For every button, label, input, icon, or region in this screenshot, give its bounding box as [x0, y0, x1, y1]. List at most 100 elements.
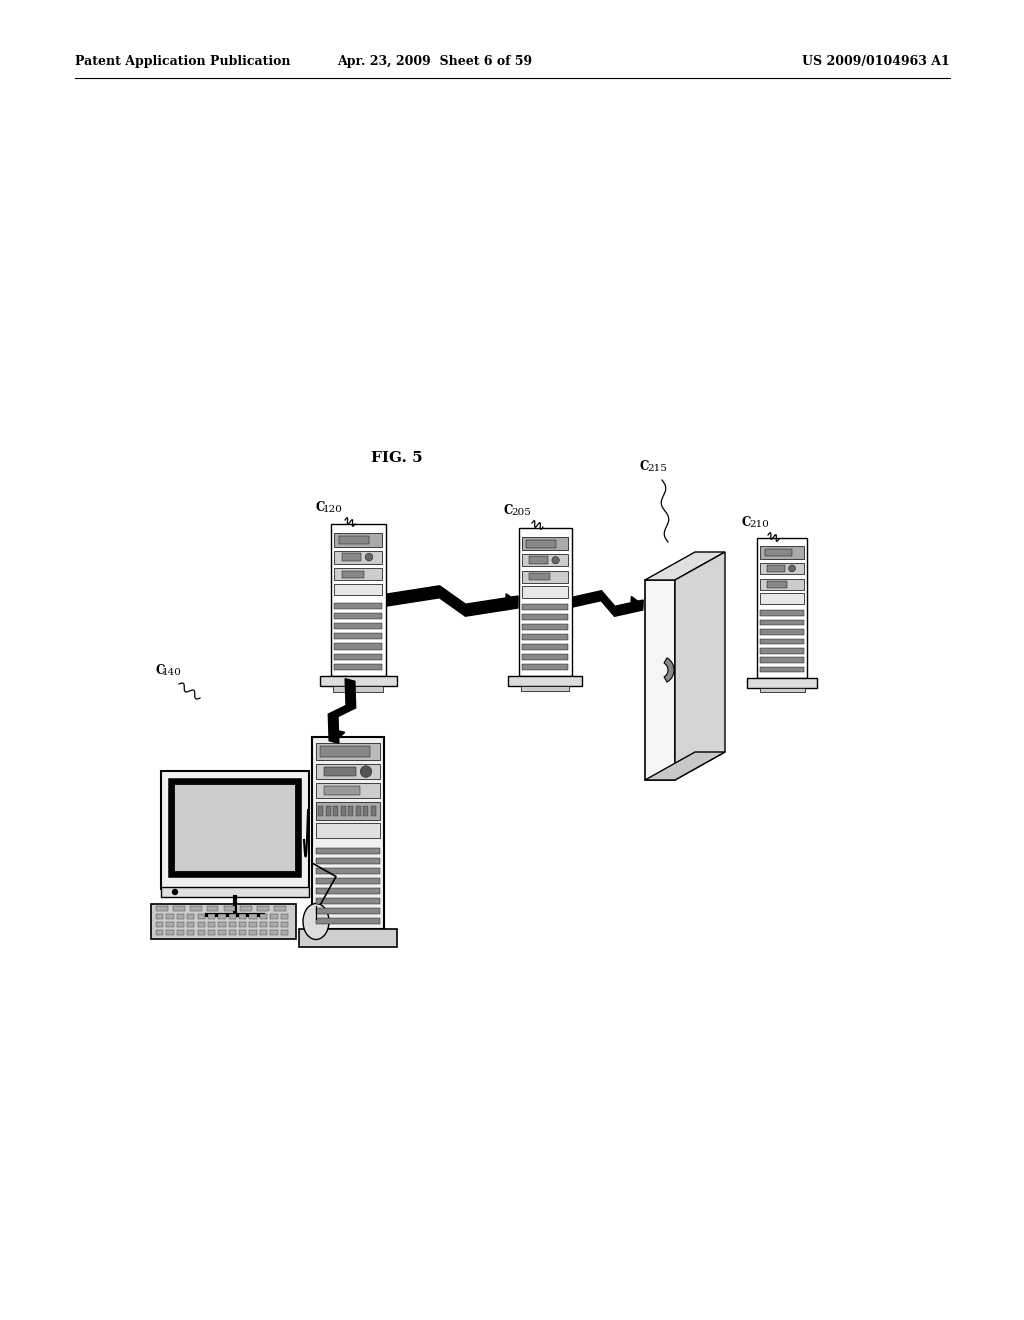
- Bar: [257, 906, 269, 911]
- Bar: [521, 644, 568, 651]
- Bar: [341, 553, 360, 561]
- Bar: [156, 929, 163, 935]
- Bar: [341, 805, 345, 816]
- Bar: [281, 913, 288, 919]
- Bar: [250, 921, 257, 927]
- Bar: [156, 921, 163, 927]
- Bar: [319, 746, 371, 756]
- Bar: [260, 929, 267, 935]
- Circle shape: [172, 890, 177, 895]
- Bar: [270, 913, 278, 919]
- Bar: [521, 664, 568, 671]
- Bar: [334, 568, 382, 581]
- Polygon shape: [645, 552, 725, 579]
- Bar: [334, 623, 382, 630]
- Bar: [228, 921, 236, 927]
- Text: C: C: [640, 459, 649, 473]
- Bar: [223, 906, 236, 911]
- Bar: [757, 539, 807, 678]
- Bar: [316, 743, 380, 760]
- Bar: [324, 787, 360, 796]
- Bar: [166, 929, 174, 935]
- Bar: [760, 667, 804, 672]
- Bar: [331, 524, 385, 676]
- Bar: [316, 764, 380, 779]
- Bar: [334, 583, 382, 595]
- Bar: [529, 557, 548, 564]
- Bar: [281, 929, 288, 935]
- Polygon shape: [329, 678, 355, 743]
- Bar: [760, 630, 804, 635]
- Bar: [521, 537, 568, 550]
- Bar: [334, 533, 382, 546]
- Bar: [228, 929, 236, 935]
- Bar: [760, 593, 804, 603]
- Polygon shape: [675, 552, 725, 780]
- Bar: [316, 917, 380, 924]
- Bar: [208, 921, 215, 927]
- Polygon shape: [330, 729, 345, 742]
- Circle shape: [360, 766, 372, 777]
- Bar: [175, 785, 295, 871]
- Bar: [760, 648, 804, 653]
- Bar: [239, 929, 247, 935]
- Bar: [228, 913, 236, 919]
- Bar: [198, 921, 205, 927]
- Bar: [316, 888, 380, 894]
- Bar: [521, 655, 568, 660]
- Text: Apr. 23, 2009  Sheet 6 of 59: Apr. 23, 2009 Sheet 6 of 59: [338, 55, 532, 69]
- Text: 120: 120: [323, 506, 343, 513]
- Bar: [187, 921, 195, 927]
- Bar: [760, 546, 804, 558]
- Bar: [526, 540, 556, 548]
- Bar: [339, 536, 369, 544]
- Bar: [316, 869, 380, 874]
- Bar: [312, 737, 384, 929]
- Ellipse shape: [303, 903, 329, 940]
- Bar: [521, 554, 568, 566]
- Text: C: C: [155, 664, 165, 677]
- Bar: [239, 921, 247, 927]
- Bar: [324, 767, 356, 776]
- Bar: [270, 921, 278, 927]
- Bar: [521, 614, 568, 620]
- Bar: [177, 921, 184, 927]
- Bar: [760, 562, 804, 574]
- Text: C: C: [504, 504, 513, 517]
- Bar: [281, 921, 288, 927]
- Text: C: C: [742, 516, 752, 529]
- Bar: [760, 578, 804, 590]
- Bar: [177, 929, 184, 935]
- Polygon shape: [631, 597, 643, 612]
- Bar: [166, 921, 174, 927]
- Wedge shape: [664, 657, 674, 682]
- Bar: [767, 581, 787, 587]
- Circle shape: [366, 553, 373, 561]
- Bar: [156, 906, 168, 911]
- Bar: [187, 913, 195, 919]
- Bar: [166, 913, 174, 919]
- Bar: [371, 805, 376, 816]
- Bar: [362, 805, 368, 816]
- Bar: [529, 573, 550, 581]
- Bar: [260, 913, 267, 919]
- Bar: [355, 805, 360, 816]
- Bar: [260, 921, 267, 927]
- Bar: [518, 528, 571, 676]
- Bar: [316, 858, 380, 865]
- Bar: [760, 657, 804, 663]
- Bar: [765, 549, 792, 557]
- Bar: [241, 906, 252, 911]
- Text: Patent Application Publication: Patent Application Publication: [75, 55, 291, 69]
- Bar: [187, 929, 195, 935]
- Bar: [156, 913, 163, 919]
- Bar: [177, 913, 184, 919]
- Bar: [521, 686, 569, 692]
- Text: 215: 215: [647, 465, 667, 473]
- Bar: [316, 783, 380, 799]
- Bar: [334, 664, 382, 671]
- Bar: [334, 653, 382, 660]
- Bar: [218, 913, 225, 919]
- Bar: [746, 678, 817, 688]
- Bar: [316, 898, 380, 904]
